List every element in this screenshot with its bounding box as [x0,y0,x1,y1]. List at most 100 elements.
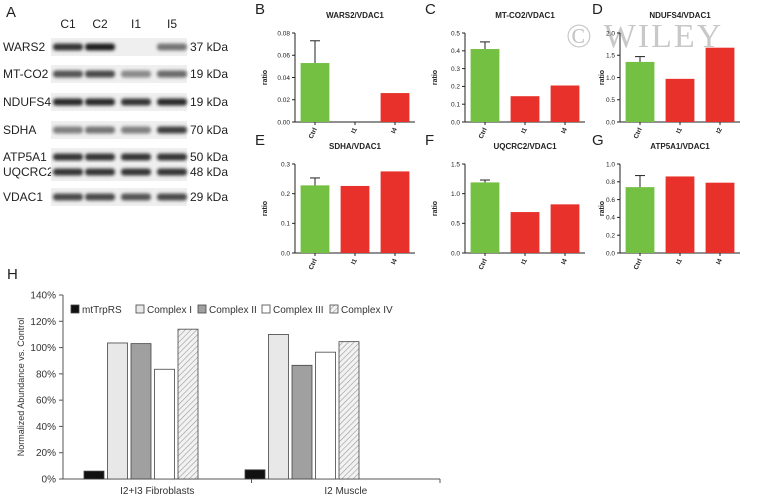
panel-letter-a: A [6,4,16,21]
blot-band [85,153,115,161]
blot-row: UQCRC2 48 kDa [3,163,228,181]
y-tick-label: 0.5 [606,97,615,104]
legend-swatch [135,304,145,314]
y-tick-label: 1.0 [606,75,615,82]
y-tick-label: 0.06 [277,53,290,60]
panel-letter: D [592,1,603,18]
x-tick-label: Ctrl [633,258,644,271]
bar [470,49,500,122]
legend-item: Complex II [197,304,257,316]
blot-rows: WARS2 37 kDa MT-CO2 19 kDa NDUFS4 19 kDa SDHA 7… [3,38,228,206]
y-tick-label: 0.0 [451,119,460,126]
watermark: © WILEY [566,18,723,55]
blot-band [85,193,115,201]
bar [380,171,410,253]
panel-letter: F [425,132,434,149]
blot-band [157,98,187,106]
legend-swatch [70,304,80,314]
blot-band [53,70,83,78]
blot-band [157,168,187,176]
y-tick-label: 100% [30,343,56,354]
bar [338,341,360,480]
chart-title: WARS2/VDAC1 [326,11,384,20]
blot-strip [51,163,187,181]
blot-strip [51,188,187,206]
bar [665,176,695,253]
blot-band [121,126,151,134]
legend-label: Complex IV [341,305,393,316]
blot-band [157,70,187,78]
legend-item: Complex I [135,304,192,316]
blot-row: ATP5A1 50 kDa [3,148,228,166]
y-tick-label: 1.5 [451,161,460,168]
blot-kda-label: 19 kDa [190,67,228,81]
blot-protein-label: UQCRC2 [3,165,54,179]
y-tick-label: 0.0 [451,250,460,257]
y-tick-label: 120% [30,317,56,328]
legend-swatch [261,304,271,314]
y-tick-label: 0.4 [451,48,460,55]
x-tick-label: I4 [560,258,569,266]
blot-band [121,70,151,78]
bar [380,93,410,122]
blot-band [157,43,187,51]
bar [154,368,175,480]
y-tick-label: 1.0 [451,191,460,198]
y-axis-label: ratio [599,201,606,216]
blot-kda-label: 37 kDa [190,40,228,54]
y-axis-label: Normalized Abundance vs. Control [16,318,26,457]
blot-lane-label: C2 [92,17,108,31]
bar [300,63,330,122]
bar [107,342,128,480]
y-tick-label: 0.8 [606,179,615,186]
blot-band [121,168,151,176]
blot-kda-label: 70 kDa [190,123,228,137]
blot-lane-labels: C1 C2 I1 I5 [60,17,177,31]
x-tick-label: Ctrl [308,258,319,271]
x-tick-label: I1 [520,258,529,266]
y-tick-label: 0.0 [606,119,615,126]
blot-band [85,126,115,134]
x-tick-label: Ctrl [478,258,489,271]
x-tick-label: I1 [520,127,529,135]
blot-strip [51,93,187,111]
blot-band [85,70,115,78]
y-axis-label: ratio [262,70,269,85]
y-tick-label: 0.5 [451,221,460,228]
legend-swatch [197,304,207,314]
blot-lane-label: I1 [131,17,141,31]
blot-strip [51,121,187,139]
blot-kda-label: 48 kDa [190,165,228,179]
blot-band [121,153,151,161]
blot-kda-label: 29 kDa [190,190,228,204]
x-tick-label: Ctrl [478,127,489,140]
panel-letter: G [592,132,604,149]
blot-protein-label: WARS2 [3,40,46,54]
x-category-label: I2 Muscle [324,486,367,497]
y-tick-label: 2.0 [606,30,615,37]
ratio-chart: G ATP5A1/VDAC1 ratio 0.0 0.2 0.4 0.6 0.8 1.0 Ctrl… [592,132,740,271]
panel-letter: C [425,1,436,18]
y-tick-label: 1.0 [606,161,615,168]
bar [268,334,289,480]
legend-label: Complex I [147,305,192,316]
y-tick-label: 0.0 [606,250,615,257]
bar [83,470,105,480]
blot-protein-label: MT-CO2 [3,67,49,81]
ratio-chart: E SDHA/VDAC1 ratio 0.0 0.1 0.2 0.3 Ctrl I1 I4 [255,132,415,271]
bar [130,343,152,480]
blot-band [53,193,83,201]
y-tick-label: 80% [36,369,56,380]
y-tick-label: 0.2 [451,84,460,91]
legend-item: mtTrpRS [70,304,122,316]
bar [244,469,266,480]
normalized-abundance-chart: H Normalized Abundance vs. Control 0% 20% 40… [7,266,441,497]
legend-item: Complex IV [329,304,393,316]
x-category-label: I2+I3 Fibroblasts [120,486,194,497]
y-tick-label: 0.6 [606,197,615,204]
y-tick-label: 0.5 [451,30,460,37]
blot-band [53,43,83,51]
blot-kda-label: 50 kDa [190,150,228,164]
chart-title: UQCRC2/VDAC1 [493,142,557,151]
